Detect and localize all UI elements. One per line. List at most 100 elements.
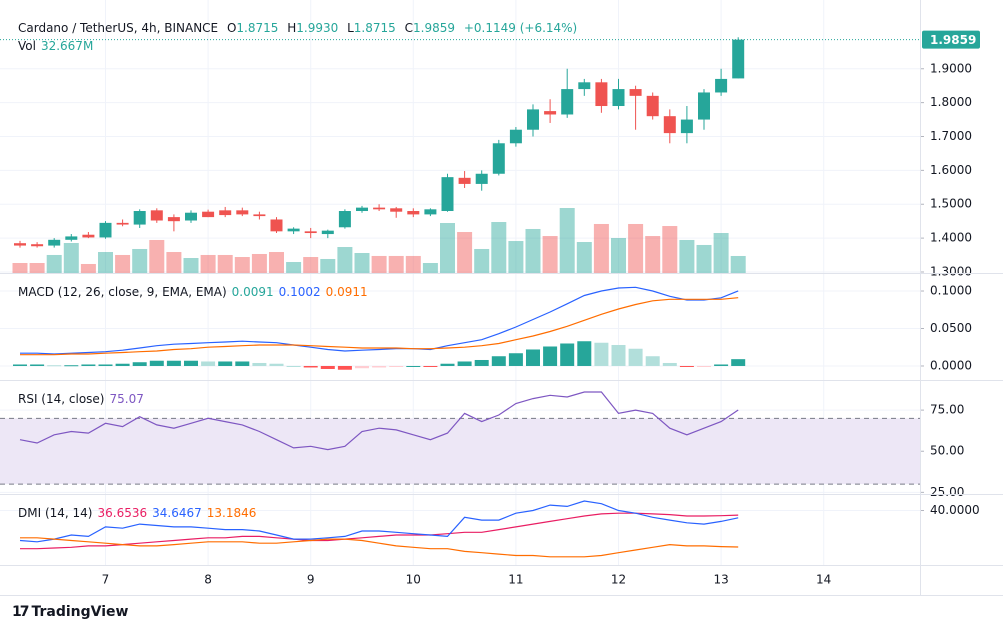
candle-body <box>236 210 249 215</box>
candle-body <box>202 211 215 218</box>
indicator-title: DMI (14, 14) <box>18 506 93 520</box>
volume-bar <box>80 263 96 273</box>
indicator-line <box>20 512 739 550</box>
volume-bar <box>234 257 250 273</box>
legend-value: 36.6536 <box>97 506 148 520</box>
candle-body <box>373 207 386 210</box>
indicator-line <box>20 297 739 356</box>
change: +0.1149 (+6.14%) <box>463 21 578 35</box>
ohlc-key: H <box>287 21 297 35</box>
candle-body <box>509 129 522 144</box>
volume-bar <box>303 257 319 273</box>
y-tick-label: 1.7000 <box>930 129 972 143</box>
histogram-bar <box>201 361 216 366</box>
histogram-bar <box>611 344 626 366</box>
volume-legend: Vol 32.667M <box>18 38 98 54</box>
indicator-line <box>20 286 739 355</box>
x-tick-label: 13 <box>713 573 728 587</box>
candle-body <box>475 173 488 184</box>
indicator-legend: DMI (14, 14) 36.6536 34.6467 13.1846 <box>18 505 261 521</box>
y-tick-label: 50.00 <box>930 444 964 458</box>
candle-body <box>680 119 693 134</box>
histogram-bar <box>628 348 643 366</box>
histogram-bar <box>218 361 233 366</box>
y-tick-label: 1.3000 <box>930 264 972 278</box>
histogram-bar <box>30 364 45 366</box>
histogram-bar <box>13 364 27 366</box>
candle-body <box>31 244 44 247</box>
candle-body <box>133 211 146 225</box>
candle-body <box>270 219 283 232</box>
candle-body <box>663 116 676 134</box>
volume-bar <box>628 223 644 273</box>
band-fill <box>0 418 920 485</box>
histogram-bar <box>269 363 284 366</box>
candle-body <box>150 210 163 221</box>
histogram-bar <box>594 342 609 366</box>
indicator-legend: MACD (12, 26, close, 9, EMA, EMA) 0.0091 0… <box>18 284 373 300</box>
histogram-bar <box>81 364 96 366</box>
logo[interactable]: 17 TradingView <box>12 604 128 620</box>
volume-bar <box>12 263 28 273</box>
histogram-bar <box>491 356 506 366</box>
candle-body <box>698 92 710 120</box>
y-tick-label: 25.00 <box>930 485 964 499</box>
main-legend: Cardano / TetherUS, 4h, BINANCE O1.8715 … <box>18 20 582 36</box>
volume-bar <box>713 233 729 273</box>
legend-value: 34.6467 <box>152 506 202 520</box>
candle-body <box>14 243 26 246</box>
volume-bar <box>217 254 233 273</box>
indicator-title: RSI (14, close) <box>18 392 105 406</box>
candle-body <box>321 230 334 235</box>
candle-body <box>253 214 266 217</box>
marks <box>0 37 920 558</box>
histogram-bar <box>714 364 729 366</box>
candle-body <box>116 222 129 225</box>
ohlc-value: 1.8715 <box>236 21 279 35</box>
legend-value: 75.07 <box>109 392 144 406</box>
candle-body <box>356 207 368 212</box>
volume-bar <box>474 248 490 273</box>
histogram-bar <box>355 365 369 369</box>
volume-bar <box>371 255 387 273</box>
volume-value: 32.667M <box>40 39 94 53</box>
histogram-bar <box>697 365 711 367</box>
indicator-line <box>19 391 739 451</box>
ohlc-key: L <box>347 21 354 35</box>
y-tick-label: 1.8000 <box>930 95 972 109</box>
histogram-bar <box>423 365 438 367</box>
candle-body <box>82 234 95 238</box>
volume-bar <box>149 239 165 273</box>
volume-bar <box>696 244 712 273</box>
x-tick-label: 9 <box>307 573 315 587</box>
indicator-line <box>20 537 739 558</box>
histogram-bar <box>235 361 250 366</box>
volume-bar <box>98 252 113 273</box>
volume-bar <box>354 253 370 273</box>
candle-body <box>287 228 300 232</box>
volume-bar <box>730 255 746 273</box>
candle-body <box>732 39 745 79</box>
candle-body <box>65 236 78 240</box>
legend-value: 0.1002 <box>278 285 321 299</box>
candle-body <box>578 82 591 90</box>
volume-bar <box>559 208 575 273</box>
candle-body <box>407 211 420 215</box>
histogram-bar <box>645 356 660 366</box>
y-tick-label: 1.5000 <box>930 197 972 211</box>
histogram-bar <box>132 362 147 366</box>
candle-body <box>492 143 505 174</box>
last-price-label: 1.9859 <box>930 33 976 47</box>
logo-icon: 17 <box>12 604 30 620</box>
volume-bar <box>679 239 695 273</box>
volume-bar <box>183 258 199 273</box>
candle-body <box>629 89 642 96</box>
candle-body <box>219 210 232 216</box>
volume-bar <box>440 223 455 273</box>
volume-bar <box>63 243 79 273</box>
candle-body <box>612 89 625 107</box>
x-tick-label: 8 <box>204 573 212 587</box>
indicator-title: MACD (12, 26, close, 9, EMA, EMA) <box>18 285 227 299</box>
volume-bar <box>422 263 438 273</box>
